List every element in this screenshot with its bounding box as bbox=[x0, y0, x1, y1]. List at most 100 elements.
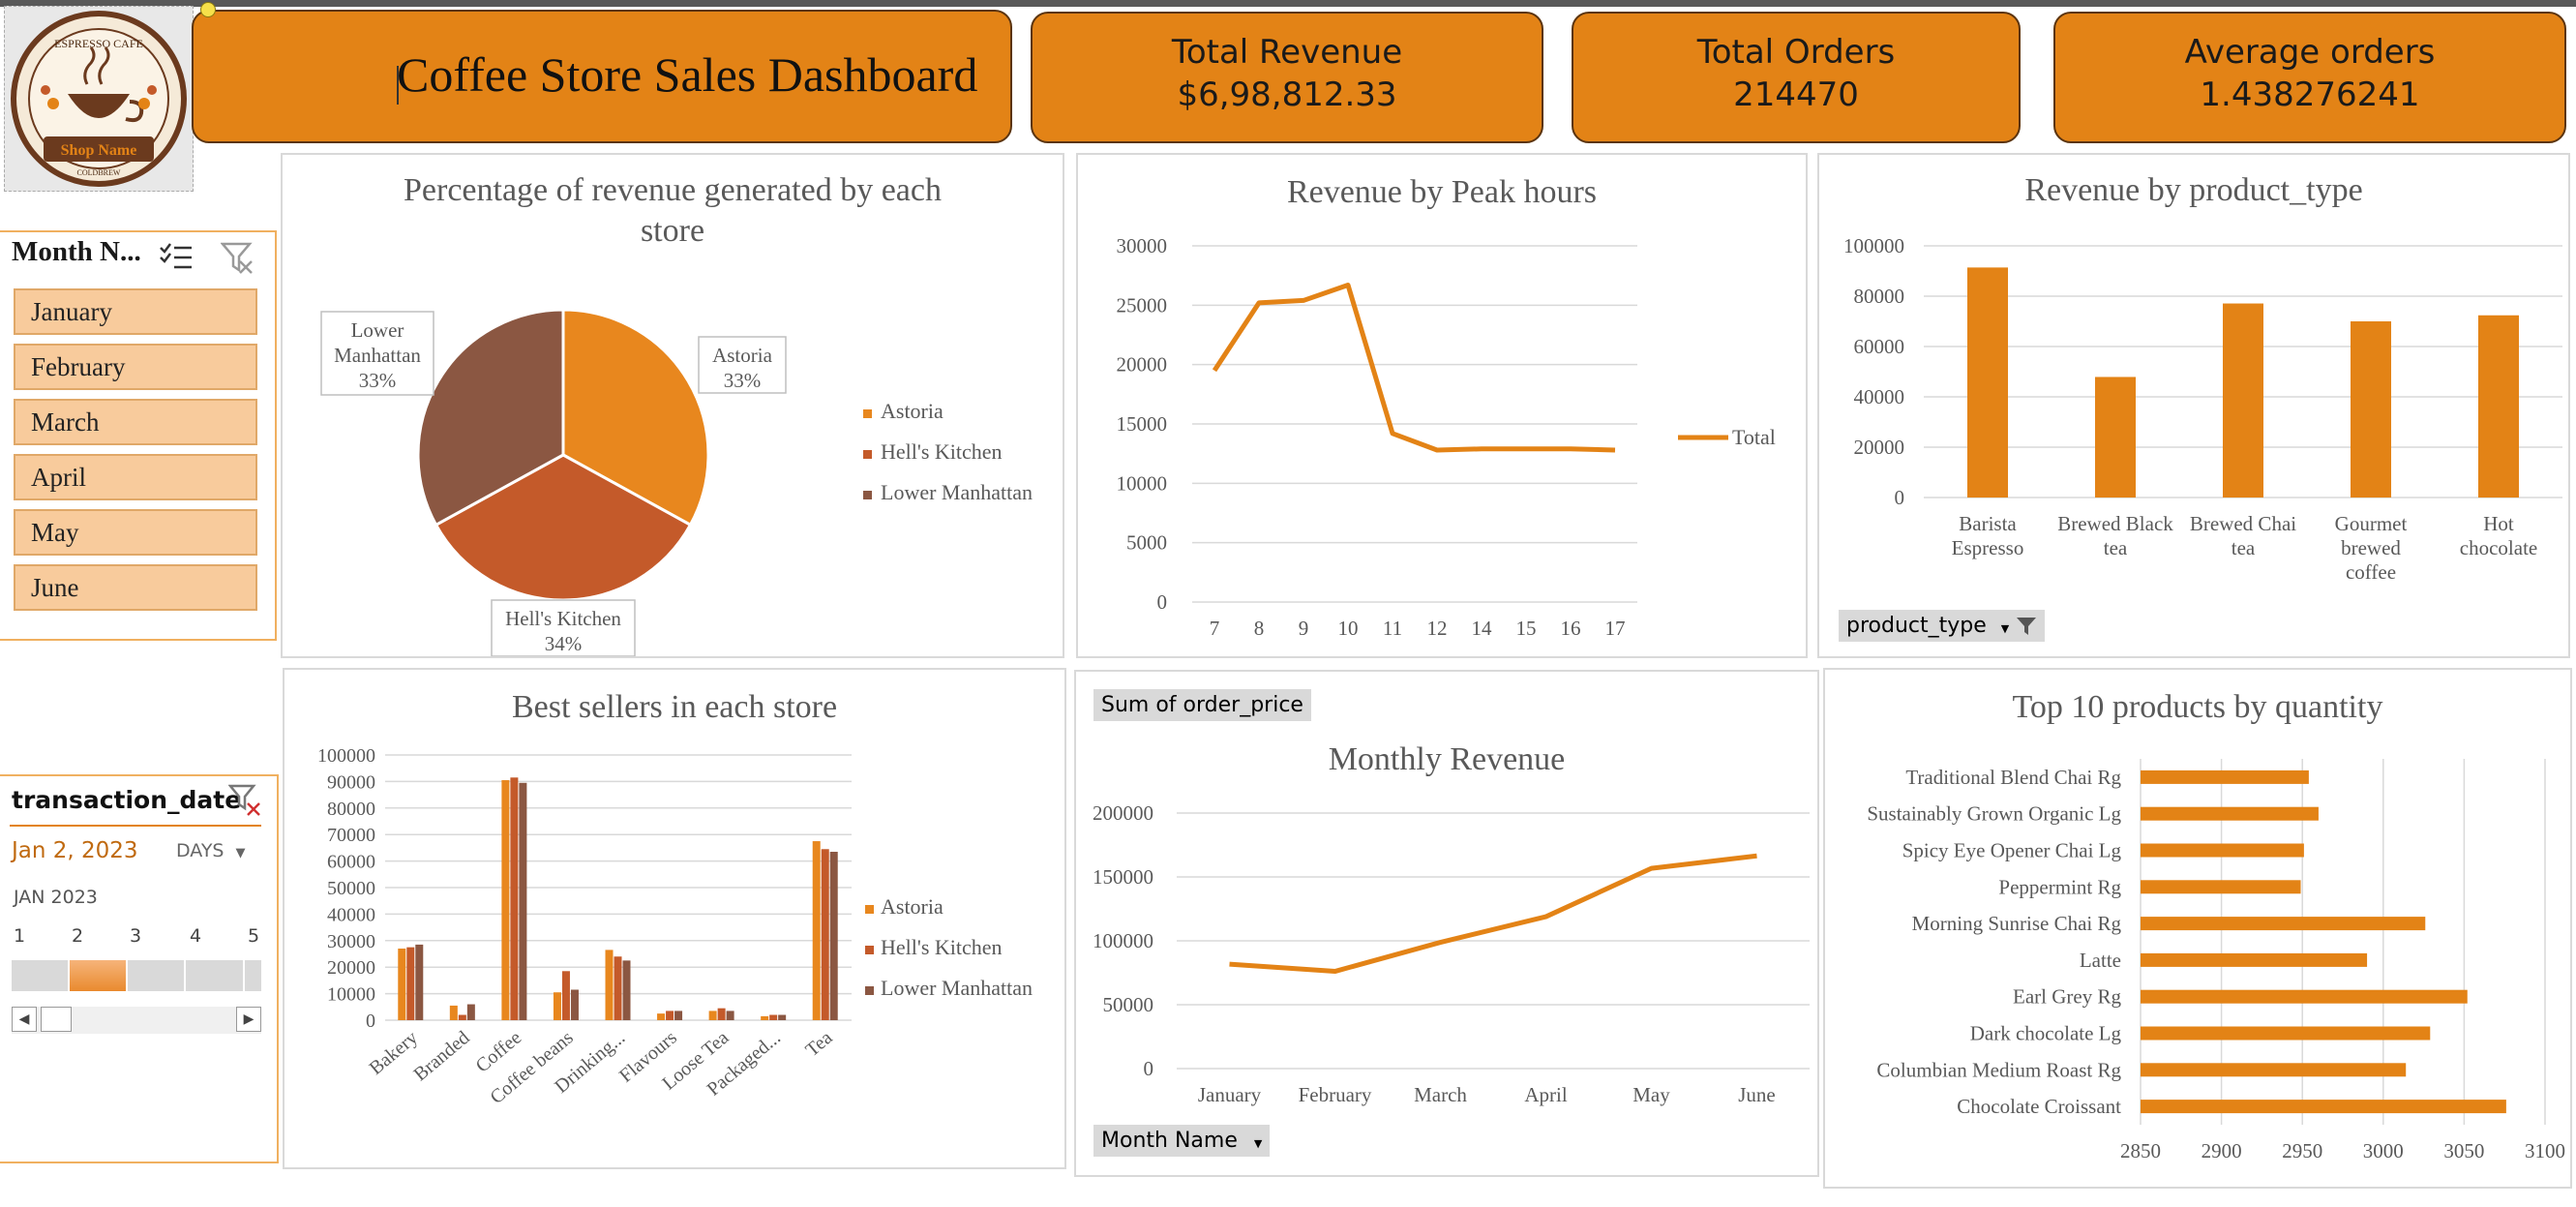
x-tick-label: Barista bbox=[1959, 512, 2017, 535]
timeline-day-cell-selected[interactable] bbox=[70, 960, 127, 991]
timeline-day-3: 3 bbox=[130, 925, 142, 947]
x-tick-label: Branded bbox=[409, 1027, 473, 1085]
bar-1 bbox=[2141, 769, 2309, 784]
bar-astoria bbox=[605, 950, 614, 1020]
bar-8 bbox=[2141, 1026, 2431, 1041]
x-tick-label: 3050 bbox=[2443, 1139, 2484, 1162]
y-tick-label: 100000 bbox=[317, 745, 375, 767]
x-tick-label: 12 bbox=[1427, 617, 1448, 640]
shop-logo[interactable]: ESPRESSO CAFE Shop Name COLDBREW bbox=[4, 6, 194, 192]
timeline-day-cell[interactable] bbox=[12, 960, 69, 991]
timeline-day-2: 2 bbox=[72, 925, 84, 947]
pivot-field-label: Month Name bbox=[1101, 1129, 1238, 1153]
timeline-track[interactable] bbox=[12, 960, 261, 991]
scroll-thumb[interactable] bbox=[41, 1007, 72, 1032]
x-tick-label: 14 bbox=[1472, 617, 1493, 640]
legend-label: Astoria bbox=[881, 399, 944, 423]
pie-data-label-box bbox=[320, 311, 434, 396]
chart-best-sellers-by-store[interactable]: Best sellers in each store 100000 90000 80… bbox=[283, 668, 1066, 1169]
month-name-filter-button[interactable]: Month Name ▼ bbox=[1093, 1125, 1271, 1157]
legend-label: Hell's Kitchen bbox=[881, 935, 1003, 959]
y-tick-label: Sustainably Grown Organic Lg bbox=[1867, 802, 2121, 826]
x-tick-label: 11 bbox=[1383, 617, 1402, 640]
x-tick-label: Brewed Black bbox=[2057, 512, 2173, 535]
pie-data-label-percent: 33% bbox=[359, 369, 397, 392]
month-slicer[interactable]: Month N... January February March April … bbox=[0, 230, 277, 641]
bar-lower-manhattan bbox=[519, 782, 527, 1020]
pie-data-label-name: Manhattan bbox=[334, 344, 421, 367]
chart-top-10-products[interactable]: Top 10 products by quantity 2850 2900 2950… bbox=[1823, 668, 2572, 1189]
legend-label: Lower Manhattan bbox=[881, 976, 1033, 1000]
x-tick-label: May bbox=[1632, 1083, 1670, 1106]
timeline-day-cell[interactable] bbox=[244, 960, 261, 991]
dashboard-title-box[interactable]: Coffee Store Sales Dashboard bbox=[192, 10, 1012, 143]
slicer-item-may[interactable]: May bbox=[14, 509, 257, 556]
y-tick-label: 50000 bbox=[327, 878, 375, 899]
chart-revenue-by-product-type[interactable]: Revenue by product_type 100000 80000 60000… bbox=[1817, 153, 2570, 658]
pie-data-label-name: Lower bbox=[351, 318, 404, 342]
product-type-filter-button[interactable]: product_type ▼ bbox=[1839, 610, 2046, 642]
y-tick-label: 20000 bbox=[1854, 436, 1905, 459]
chart-title-line-1: Percentage of revenue generated by each bbox=[404, 172, 942, 208]
clear-filter-icon[interactable] bbox=[228, 784, 263, 819]
slicer-item-march[interactable]: March bbox=[14, 399, 257, 445]
x-tick-label: February bbox=[1299, 1083, 1372, 1106]
timeline-day-5: 5 bbox=[248, 925, 260, 947]
slicer-header: Month N... bbox=[12, 236, 141, 267]
bar-7 bbox=[2141, 989, 2468, 1004]
clear-filter-icon[interactable] bbox=[221, 242, 255, 275]
bar-astoria bbox=[708, 1011, 717, 1020]
slicer-item-june[interactable]: June bbox=[14, 564, 257, 611]
chart-title: Monthly Revenue bbox=[1328, 741, 1566, 777]
x-tick-label: coffee bbox=[2346, 560, 2396, 584]
scroll-right-icon[interactable]: ▶ bbox=[236, 1007, 261, 1032]
chart-store-revenue-pie[interactable]: Percentage of revenue generated by each … bbox=[281, 153, 1064, 658]
y-tick-label: Columbian Medium Roast Rg bbox=[1876, 1058, 2121, 1081]
x-tick-label: June bbox=[1738, 1083, 1776, 1106]
y-tick-label: 10000 bbox=[1117, 471, 1168, 495]
bar-hell-s-kitchen bbox=[510, 777, 519, 1020]
multi-select-icon[interactable] bbox=[159, 242, 194, 273]
bar-6 bbox=[2141, 952, 2368, 967]
timeline-day-cell[interactable] bbox=[186, 960, 243, 991]
slicer-item-february[interactable]: February bbox=[14, 344, 257, 390]
legend-label: Hell's Kitchen bbox=[881, 439, 1003, 464]
y-tick-label: 200000 bbox=[1093, 801, 1153, 825]
bar-astoria bbox=[761, 1015, 769, 1020]
kpi-label: Total Orders bbox=[1696, 33, 1896, 72]
bar-5 bbox=[2478, 315, 2519, 498]
pie-slice-1 bbox=[561, 308, 710, 528]
bar-hell-s-kitchen bbox=[458, 1014, 466, 1020]
x-tick-label: 2850 bbox=[2120, 1139, 2161, 1162]
chart-monthly-revenue[interactable]: Sum of order_price Monthly Revenue 20000… bbox=[1074, 670, 1819, 1177]
pie-chart-svg: Astoria 33% Hell's Kitchen 34% LowerManhatta… bbox=[320, 308, 1033, 656]
y-tick-label: Dark chocolate Lg bbox=[1970, 1022, 2122, 1045]
bar-10 bbox=[2141, 1100, 2506, 1114]
timeline-day-cell[interactable] bbox=[128, 960, 185, 991]
slicer-item-january[interactable]: January bbox=[14, 288, 257, 335]
timeline-header: transaction_date bbox=[12, 786, 242, 814]
scroll-left-icon[interactable]: ◀ bbox=[12, 1007, 37, 1032]
y-tick-label: 60000 bbox=[327, 852, 375, 873]
x-tick-label: Espresso bbox=[1952, 536, 2024, 559]
timeline-day-1: 1 bbox=[14, 925, 26, 947]
legend-marker bbox=[865, 946, 874, 954]
slicer-item-april[interactable]: April bbox=[14, 454, 257, 500]
x-tick-label: 3000 bbox=[2363, 1139, 2404, 1162]
timeline-level-selector[interactable]: DAYS ▼ bbox=[176, 840, 246, 861]
y-tick-label: 70000 bbox=[327, 825, 375, 846]
pie-data-label-box bbox=[491, 599, 636, 656]
bar-lower-manhattan bbox=[570, 989, 579, 1020]
y-tick-label: 80000 bbox=[327, 799, 375, 820]
timeline-scrollbar[interactable]: ◀ ▶ bbox=[12, 1007, 261, 1034]
chart-revenue-by-peak-hours[interactable]: Revenue by Peak hours 30000 25000 20000 150… bbox=[1076, 153, 1808, 658]
kpi-value: 214470 bbox=[1733, 75, 1859, 114]
sum-order-price-field-button[interactable]: Sum of order_price bbox=[1093, 689, 1311, 721]
pie-data-label-percent: 34% bbox=[545, 632, 583, 655]
y-tick-label: 40000 bbox=[1854, 385, 1905, 408]
y-tick-label: 40000 bbox=[327, 904, 375, 925]
date-timeline[interactable]: transaction_date Jan 2, 2023 DAYS ▼ JAN … bbox=[0, 774, 279, 1163]
bar-astoria bbox=[553, 992, 561, 1020]
selection-handle[interactable] bbox=[200, 2, 216, 17]
legend-marker bbox=[865, 905, 874, 914]
